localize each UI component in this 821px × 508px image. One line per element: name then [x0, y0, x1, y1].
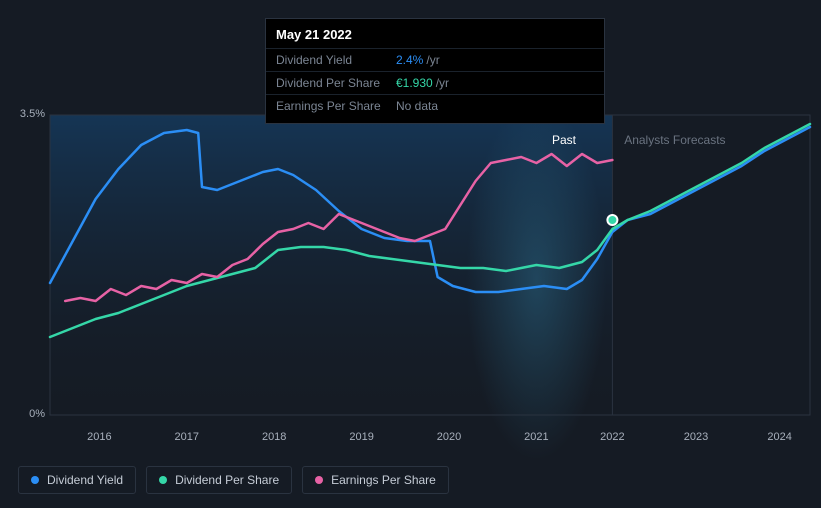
tooltip-date: May 21 2022	[266, 25, 604, 48]
chart-tooltip: May 21 2022Dividend Yield2.4%/yrDividend…	[265, 18, 605, 124]
tooltip-value: 2.4%	[396, 53, 423, 67]
legend-dot	[31, 476, 39, 484]
y-axis-label: 0%	[5, 408, 45, 420]
tooltip-row: Dividend Yield2.4%/yr	[266, 48, 604, 71]
legend-label: Dividend Per Share	[175, 473, 279, 487]
series-marker	[607, 215, 617, 225]
x-axis-label: 2022	[600, 431, 624, 443]
legend-dot	[159, 476, 167, 484]
legend-label: Earnings Per Share	[331, 473, 436, 487]
x-axis-label: 2021	[524, 431, 548, 443]
legend-label: Dividend Yield	[47, 473, 123, 487]
legend-item-dividend-yield[interactable]: Dividend Yield	[18, 466, 136, 494]
tooltip-label: Dividend Yield	[276, 53, 396, 67]
x-axis-label: 2016	[87, 431, 111, 443]
tooltip-value: €1.930	[396, 76, 433, 90]
legend-dot	[315, 476, 323, 484]
region-label: Past	[552, 133, 576, 147]
tooltip-value: No data	[396, 99, 438, 113]
chart-glow	[466, 100, 606, 460]
x-axis-label: 2023	[684, 431, 708, 443]
legend-item-earnings-per-share[interactable]: Earnings Per Share	[302, 466, 449, 494]
x-axis-label: 2017	[175, 431, 199, 443]
legend: Dividend Yield Dividend Per Share Earnings…	[18, 466, 449, 494]
y-axis-label: 3.5%	[5, 108, 45, 120]
legend-item-dividend-per-share[interactable]: Dividend Per Share	[146, 466, 292, 494]
tooltip-unit: /yr	[426, 53, 439, 67]
tooltip-row: Dividend Per Share€1.930/yr	[266, 71, 604, 94]
chart-future-region	[612, 115, 810, 415]
x-axis-label: 2020	[437, 431, 461, 443]
x-axis-label: 2018	[262, 431, 286, 443]
tooltip-label: Dividend Per Share	[276, 76, 396, 90]
x-axis-label: 2019	[349, 431, 373, 443]
x-axis-label: 2024	[767, 431, 791, 443]
region-label: Analysts Forecasts	[624, 133, 725, 147]
tooltip-row: Earnings Per ShareNo data	[266, 94, 604, 117]
tooltip-unit: /yr	[436, 76, 449, 90]
tooltip-label: Earnings Per Share	[276, 99, 396, 113]
